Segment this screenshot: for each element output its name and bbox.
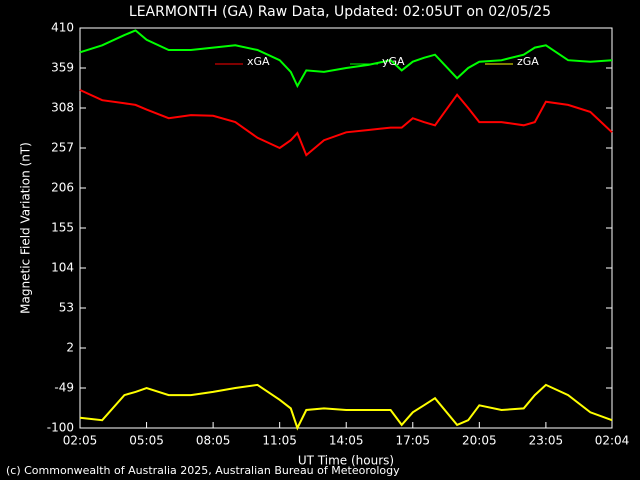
y-tick-label: -49 — [54, 381, 74, 395]
y-tick-label: 359 — [51, 61, 74, 75]
x-axis-label: UT Time (hours) — [298, 454, 394, 468]
series-line — [79, 29, 613, 89]
x-tick-label: 02:04 — [595, 434, 630, 448]
x-tick-label: 02:05 — [63, 434, 98, 448]
y-tick-label: 257 — [51, 141, 74, 155]
x-tick-label: 20:05 — [462, 434, 497, 448]
footer: (c) Commonwealth of Australia 2025, Aust… — [6, 464, 400, 477]
y-tick-label: 155 — [51, 221, 74, 235]
legend-label: zGA — [517, 55, 539, 68]
legend-label: xGA — [247, 55, 270, 68]
x-tick-label: 11:05 — [262, 434, 297, 448]
series-line — [79, 383, 613, 431]
series-line — [79, 89, 613, 157]
x-tick-label: 14:05 — [329, 434, 364, 448]
chart-title: LEARMONTH (GA) Raw Data, Updated: 02:05U… — [129, 4, 551, 20]
x-tick-label: 23:05 — [529, 434, 564, 448]
y-tick-label: 104 — [51, 261, 74, 275]
y-tick-label: 410 — [51, 21, 74, 35]
y-tick-label: 2 — [66, 341, 74, 355]
y-axis-label: Magnetic Field Variation (nT) — [19, 142, 33, 314]
y-tick-label: 53 — [59, 301, 74, 315]
y-tick-label: 206 — [51, 181, 74, 195]
plot-frame — [79, 27, 613, 429]
x-tick-label: 17:05 — [395, 434, 430, 448]
x-tick-label: 08:05 — [196, 434, 231, 448]
legend-label: yGA — [382, 55, 405, 68]
y-tick-label: -100 — [47, 421, 74, 435]
y-tick-label: 308 — [51, 101, 74, 115]
x-tick-label: 05:05 — [129, 434, 164, 448]
